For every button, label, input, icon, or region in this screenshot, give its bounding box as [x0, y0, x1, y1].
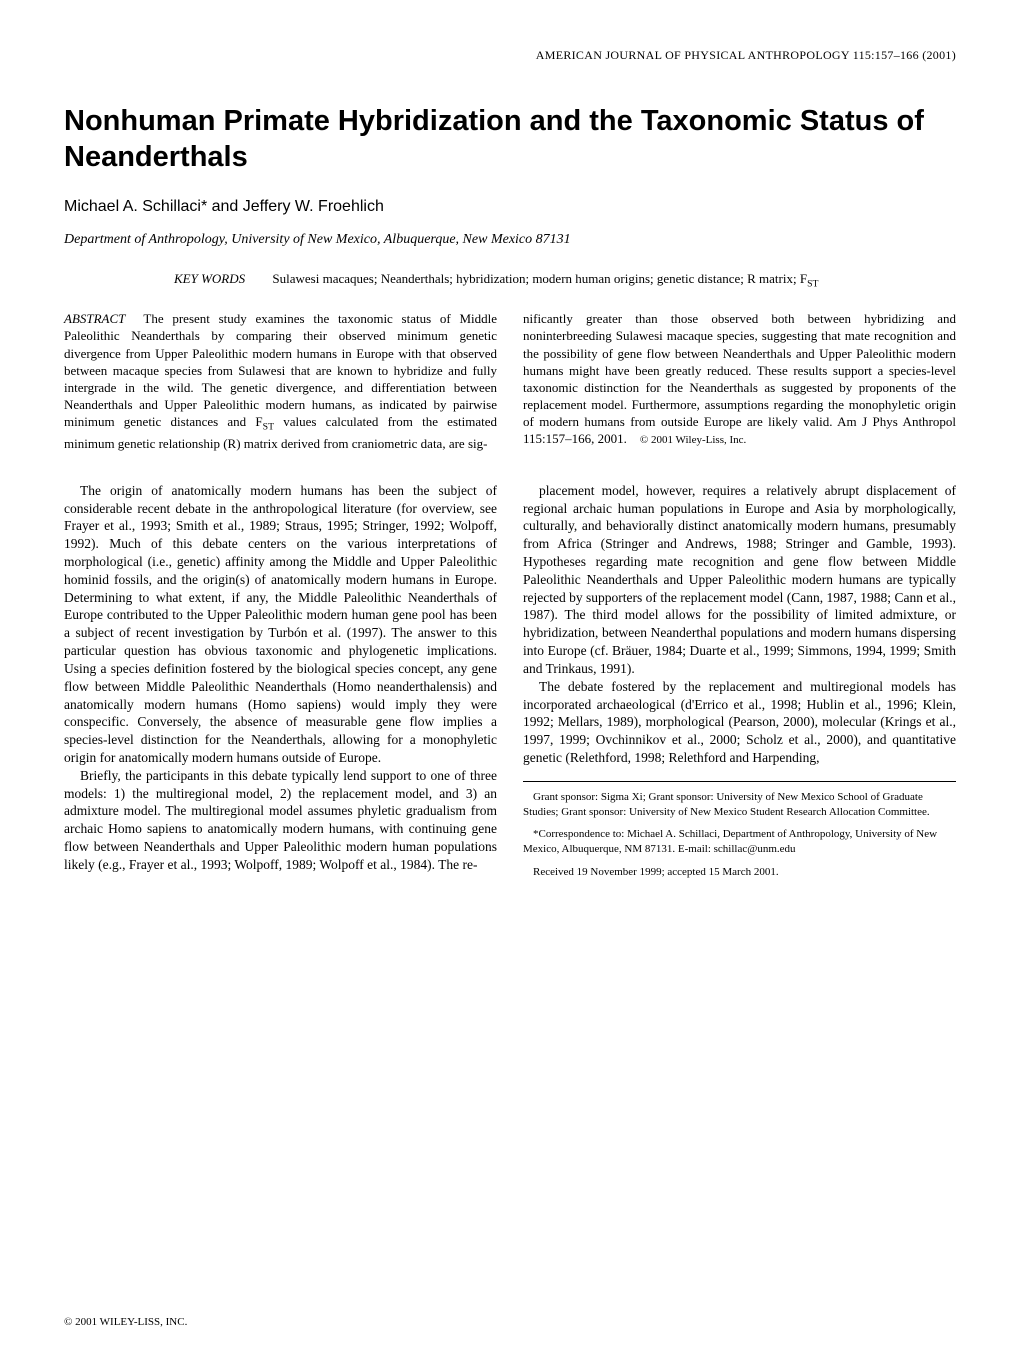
running-head: AMERICAN JOURNAL OF PHYSICAL ANTHROPOLOG… [64, 48, 956, 63]
affiliation: Department of Anthropology, University o… [64, 232, 956, 248]
footnote-correspondence: *Correspondence to: Michael A. Schillaci… [523, 827, 956, 857]
body-right-p2: The debate fostered by the replacement a… [523, 678, 956, 767]
abstract-copyright: © 2001 Wiley-Liss, Inc. [640, 434, 746, 446]
body-left-p2: Briefly, the participants in this debate… [64, 767, 497, 874]
keywords-label: KEY WORDS [174, 271, 245, 286]
footer-copyright: © 2001 WILEY-LISS, INC. [64, 1316, 187, 1328]
abstract-right-column: nificantly greater than those observed b… [523, 310, 956, 452]
abstract-subscript: ST [263, 422, 274, 433]
footnote-received: Received 19 November 1999; accepted 15 M… [523, 865, 956, 880]
article-title: Nonhuman Primate Hybridization and the T… [64, 103, 956, 176]
abstract-left-text: The present study examines the taxonomic… [64, 311, 497, 429]
abstract-right-text: nificantly greater than those observed b… [523, 311, 956, 446]
authors: Michael A. Schillaci* and Jeffery W. Fro… [64, 198, 956, 216]
abstract-label: ABSTRACT [64, 311, 125, 326]
keywords-subscript: ST [807, 278, 818, 289]
keywords-block: KEY WORDS Sulawesi macaques; Neanderthal… [174, 270, 916, 291]
body-right-p1: placement model, however, requires a rel… [523, 482, 956, 678]
keywords-text: Sulawesi macaques; Neanderthals; hybridi… [272, 271, 807, 286]
footer: © 2001 WILEY-LISS, INC. [64, 1316, 956, 1328]
abstract-left-column: ABSTRACTThe present study examines the t… [64, 310, 497, 452]
footnotes: Grant sponsor: Sigma Xi; Grant sponsor: … [523, 781, 956, 880]
body-container: The origin of anatomically modern humans… [64, 482, 956, 888]
footnote-grant: Grant sponsor: Sigma Xi; Grant sponsor: … [523, 790, 956, 820]
body-left-column: The origin of anatomically modern humans… [64, 482, 497, 888]
body-left-p1: The origin of anatomically modern humans… [64, 482, 497, 767]
abstract-container: ABSTRACTThe present study examines the t… [64, 310, 956, 452]
body-right-column: placement model, however, requires a rel… [523, 482, 956, 888]
